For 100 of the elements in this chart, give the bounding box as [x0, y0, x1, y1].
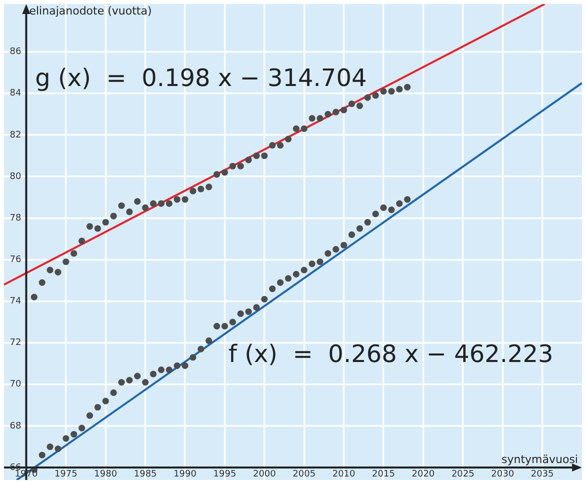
- y-tick-label: 72: [10, 338, 22, 348]
- point: [269, 142, 276, 149]
- point: [174, 196, 180, 203]
- point: [142, 379, 149, 386]
- x-tick-label: 2010: [332, 469, 356, 480]
- point: [118, 379, 125, 386]
- point: [324, 110, 332, 118]
- point: [276, 279, 284, 286]
- x-tick-label: 1990: [174, 469, 197, 480]
- point: [284, 275, 292, 282]
- point: [142, 204, 149, 212]
- point: [86, 412, 94, 419]
- x-tick-label: 2030: [491, 469, 514, 480]
- point: [46, 443, 54, 450]
- point: [372, 210, 379, 218]
- point: [110, 389, 117, 396]
- point: [38, 279, 46, 286]
- point: [190, 354, 196, 361]
- point: [70, 430, 78, 438]
- point: [86, 223, 94, 230]
- point: [150, 200, 157, 207]
- series-label: g (x) = 0.198 x − 314.704: [35, 64, 367, 92]
- point: [292, 270, 300, 278]
- point: [261, 152, 268, 160]
- y-tick-label: 68: [10, 421, 22, 432]
- point: [110, 212, 117, 220]
- point: [213, 171, 220, 178]
- y-tick-label: 76: [10, 255, 22, 266]
- point: [404, 84, 411, 90]
- point: [340, 242, 348, 248]
- x-tick-label: 2035: [530, 469, 554, 480]
- point: [198, 346, 204, 352]
- y-tick-label: 78: [10, 213, 22, 224]
- point: [206, 337, 212, 344]
- point: [134, 198, 141, 205]
- point: [332, 246, 340, 253]
- point: [364, 94, 371, 101]
- x-tick-label: 1985: [134, 469, 157, 480]
- point: [380, 88, 387, 95]
- point: [158, 366, 165, 374]
- point: [388, 88, 395, 95]
- point: [269, 285, 276, 292]
- point: [340, 106, 348, 114]
- point: [198, 186, 204, 192]
- y-tick-label: 74: [10, 296, 22, 307]
- point: [284, 136, 292, 142]
- point: [237, 310, 244, 318]
- point: [245, 156, 252, 164]
- point: [261, 296, 268, 302]
- point: [316, 115, 324, 122]
- y-tick-label: 84: [10, 88, 22, 99]
- x-tick-label: 2005: [292, 469, 316, 480]
- y-tick-label: 82: [10, 130, 22, 140]
- point: [94, 404, 101, 411]
- point: [237, 162, 244, 170]
- point: [229, 318, 236, 326]
- point: [356, 225, 363, 232]
- point: [396, 200, 403, 207]
- point: [324, 250, 332, 257]
- point: [150, 370, 157, 378]
- x-tick-label: 1995: [213, 469, 236, 480]
- point: [182, 196, 188, 203]
- point: [190, 188, 196, 194]
- point: [126, 376, 133, 384]
- point: [213, 322, 220, 330]
- point: [38, 452, 46, 458]
- x-axis-title: syntymävuosi: [502, 452, 578, 466]
- point: [404, 196, 411, 203]
- point: [253, 304, 260, 311]
- point: [70, 250, 78, 257]
- point: [276, 142, 284, 149]
- point: [229, 162, 236, 170]
- point: [166, 200, 172, 207]
- point: [134, 372, 141, 380]
- y-tick-label: 70: [10, 380, 22, 390]
- point: [30, 294, 38, 300]
- x-tick-label: 1975: [54, 469, 78, 480]
- point: [126, 208, 133, 216]
- y-tick-label: 80: [10, 172, 22, 182]
- y-tick-label: 86: [10, 47, 22, 58]
- point: [174, 362, 180, 369]
- point: [221, 322, 228, 330]
- point: [348, 231, 356, 238]
- point: [364, 218, 371, 226]
- point: [118, 202, 125, 209]
- point: [62, 258, 70, 266]
- point: [166, 366, 172, 374]
- point: [308, 115, 316, 122]
- y-axis-title: elinajanodote (vuotta): [29, 4, 152, 18]
- point: [182, 362, 188, 369]
- point: [253, 152, 260, 160]
- x-tick-label: 1980: [94, 469, 118, 480]
- point: [158, 200, 165, 207]
- point: [46, 266, 54, 274]
- point: [356, 102, 363, 110]
- point: [78, 238, 86, 244]
- point: [396, 86, 403, 93]
- x-tick-label: 2015: [372, 469, 395, 480]
- series-label: f (x) = 0.268 x − 462.223: [228, 340, 554, 368]
- point: [78, 424, 86, 432]
